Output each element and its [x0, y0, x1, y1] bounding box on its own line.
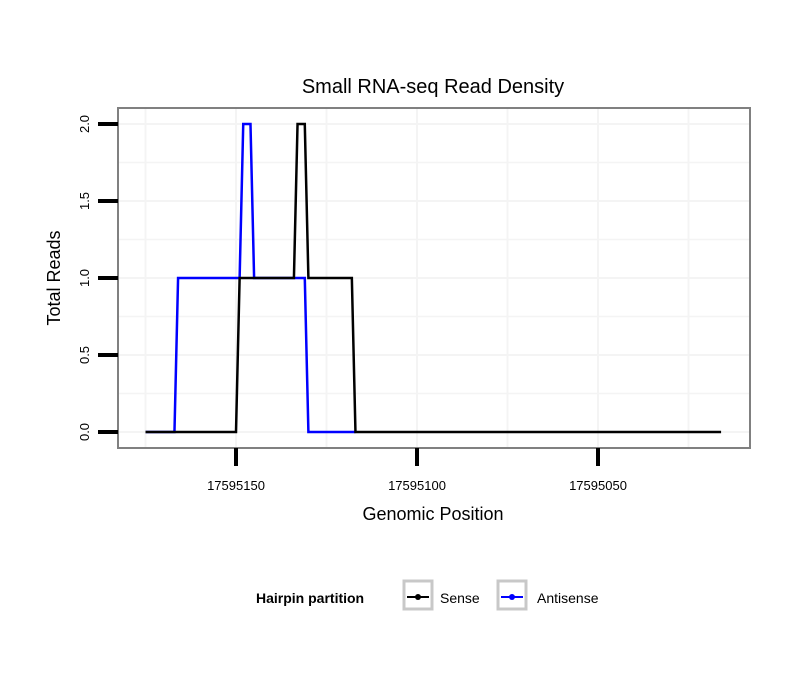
- legend-item-sense: Sense: [402, 579, 480, 611]
- legend: Hairpin partition Sense Antisense: [256, 579, 599, 611]
- x-tick-label: 17595100: [388, 478, 446, 493]
- x-axis-label: Genomic Position: [362, 504, 503, 524]
- series-line-antisense: [145, 122, 356, 434]
- series-layer: [145, 122, 722, 434]
- x-tick-label: 17595150: [207, 478, 265, 493]
- y-tick-label: 0.5: [77, 346, 92, 364]
- y-tick-label: 2.0: [77, 115, 92, 133]
- legend-title: Hairpin partition: [256, 590, 364, 606]
- grid: [118, 108, 750, 448]
- x-tick-label: 17595050: [569, 478, 627, 493]
- y-tick-label: 1.5: [77, 192, 92, 210]
- y-axis-label: Total Reads: [44, 230, 64, 325]
- y-tick-label: 1.0: [77, 269, 92, 287]
- y-tick-label: 0.0: [77, 423, 92, 441]
- series-line-sense: [145, 122, 722, 434]
- x-axis: 17595150 17595100 17595050: [207, 448, 627, 493]
- legend-label-antisense: Antisense: [537, 590, 599, 606]
- legend-item-antisense: Antisense: [496, 579, 599, 611]
- legend-label-sense: Sense: [440, 590, 480, 606]
- legend-key-antisense: [496, 579, 528, 611]
- chart-title: Small RNA-seq Read Density: [302, 76, 564, 98]
- y-axis: 0.0 0.5 1.0 1.5 2.0: [77, 115, 118, 441]
